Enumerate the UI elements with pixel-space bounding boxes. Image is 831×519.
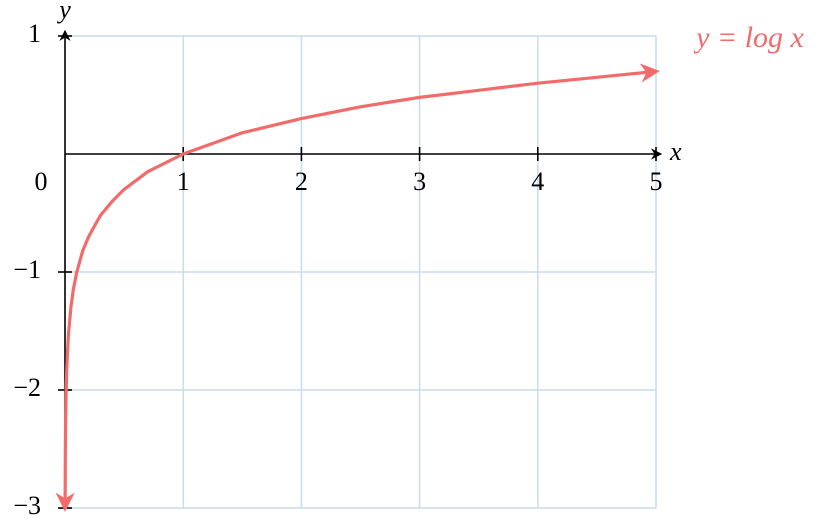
y-tick-label: −2 [13, 373, 41, 402]
y-tick-label: 1 [28, 19, 41, 48]
x-tick-label: 5 [650, 167, 663, 196]
x-tick-label: 3 [413, 167, 426, 196]
x-tick-label: 4 [531, 167, 544, 196]
y-tick-label: −3 [13, 491, 41, 519]
y-axis-label: y [56, 0, 71, 24]
curve [55, 63, 660, 512]
y-tick-label: −1 [13, 255, 41, 284]
x-tick-label: 1 [177, 167, 190, 196]
curve-label: y = log x [693, 21, 804, 54]
x-tick-label: 2 [295, 167, 308, 196]
x-tick-label: 0 [35, 167, 48, 196]
x-axis-label: x [669, 137, 682, 166]
